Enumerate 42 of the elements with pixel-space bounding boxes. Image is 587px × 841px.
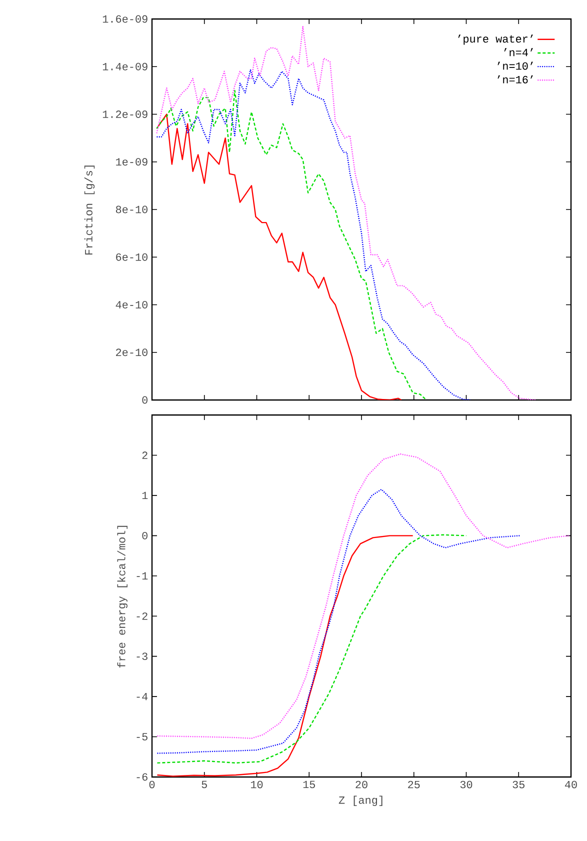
y-axis-title: Friction [g/s] <box>84 166 95 254</box>
y-tick-label: -6 <box>136 773 148 781</box>
x-tick-label: 40 <box>564 780 577 788</box>
legend-label: ’n=16’ <box>498 75 533 84</box>
x-tick-label: 5 <box>202 780 207 788</box>
y-tick-label: -5 <box>136 733 148 740</box>
y-tick-label: 4e-10 <box>116 301 148 308</box>
line-series <box>156 535 414 777</box>
y-axis-title: free energy [kcal/mol] <box>117 526 128 668</box>
line-series <box>156 90 428 400</box>
y-tick-label: 0 <box>142 532 148 540</box>
y-tick-label: 1 <box>142 492 148 500</box>
x-tick-label: 0 <box>149 780 155 788</box>
y-tick-label: 1.6e-09 <box>102 15 148 23</box>
legend-label: ’n=4’ <box>504 48 533 56</box>
x-tick-label: 30 <box>460 780 472 788</box>
line-series <box>156 26 536 400</box>
x-tick-label: 10 <box>250 780 263 788</box>
x-tick-label: 20 <box>356 780 368 788</box>
y-tick-label: 0 <box>142 396 148 404</box>
y-tick-label: 1e-09 <box>116 158 148 166</box>
y-tick-label: -4 <box>136 692 148 700</box>
x-axis-title: Z [ang] <box>338 796 382 806</box>
y-tick-label: -2 <box>136 612 148 620</box>
line-series <box>156 114 402 400</box>
x-tick-label: 35 <box>512 780 524 788</box>
y-tick-label: -3 <box>136 652 148 660</box>
legend-label: ’pure water’ <box>458 34 533 45</box>
line-series <box>156 69 472 400</box>
line-series <box>156 453 571 739</box>
x-tick-label: 15 <box>303 780 315 788</box>
legend-label: ’n=10’ <box>498 62 533 70</box>
y-tick-label: 1.2e-09 <box>102 110 148 118</box>
x-tick-label: 25 <box>408 780 420 788</box>
line-series <box>156 534 467 764</box>
line-series <box>156 488 520 754</box>
y-tick-label: 1.4e-09 <box>102 62 148 70</box>
y-tick-label: 2e-10 <box>116 348 148 356</box>
y-tick-label: 2 <box>142 452 148 459</box>
y-tick-label: 8e-10 <box>116 206 148 214</box>
y-tick-label: -1 <box>136 572 148 580</box>
y-tick-label: 6e-10 <box>116 253 148 261</box>
